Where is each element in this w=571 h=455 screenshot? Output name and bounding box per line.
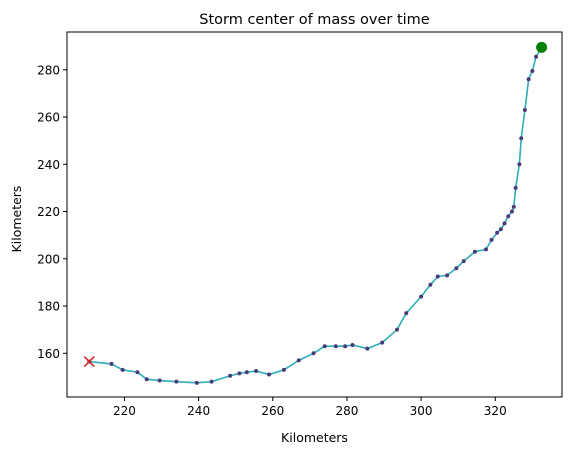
data-point — [472, 249, 477, 254]
data-point — [511, 204, 516, 209]
data-point — [311, 351, 316, 356]
data-point — [254, 369, 259, 374]
x-axis-label: Kilometers — [281, 430, 348, 445]
data-point — [506, 214, 511, 219]
data-point — [174, 379, 179, 384]
data-point — [281, 367, 286, 372]
plot-area — [66, 31, 563, 398]
data-point — [461, 259, 466, 264]
y-tick-label: 260 — [37, 111, 60, 125]
y-tick-label: 180 — [37, 300, 60, 314]
data-point — [513, 185, 518, 190]
y-tick-label: 220 — [37, 205, 60, 219]
data-point — [495, 230, 500, 235]
data-point — [365, 346, 370, 351]
start-marker — [83, 355, 95, 368]
data-point — [419, 294, 424, 299]
data-point — [267, 372, 272, 377]
data-point — [237, 371, 242, 376]
data-point — [244, 370, 249, 375]
data-point — [380, 340, 385, 345]
y-tick-label: 200 — [37, 252, 60, 266]
data-point — [109, 361, 114, 366]
data-point — [296, 358, 301, 363]
series-layer — [83, 41, 548, 385]
y-tick-label: 280 — [37, 63, 60, 77]
data-point — [333, 344, 338, 349]
data-point — [404, 311, 409, 316]
data-point — [509, 209, 514, 214]
end-marker — [536, 41, 548, 53]
data-point — [120, 367, 125, 372]
data-point — [157, 378, 162, 383]
series-line — [89, 46, 543, 384]
data-point — [135, 370, 140, 375]
x-tick-label: 240 — [187, 404, 210, 418]
data-point — [489, 237, 494, 242]
data-point — [343, 344, 348, 349]
data-point — [534, 54, 539, 59]
data-point — [209, 379, 214, 384]
data-point — [522, 107, 527, 112]
data-point — [519, 136, 524, 141]
data-point — [530, 68, 535, 73]
data-point — [322, 344, 327, 349]
data-point — [228, 373, 233, 378]
data-point — [483, 247, 488, 252]
data-point — [517, 162, 522, 167]
data-point — [428, 282, 433, 287]
y-tick-label: 240 — [37, 158, 60, 172]
y-axis: 160 180 200 220 240 260 280 — [37, 63, 67, 361]
y-tick-label: 160 — [37, 347, 60, 361]
data-point — [435, 274, 440, 279]
data-point — [502, 221, 507, 226]
data-point — [454, 266, 459, 271]
data-point — [498, 227, 503, 232]
plot-frame — [66, 31, 563, 398]
data-point — [445, 273, 450, 278]
data-point — [526, 77, 531, 82]
data-point — [350, 343, 355, 348]
x-tick-label: 280 — [335, 404, 358, 418]
data-point — [194, 380, 199, 385]
y-axis-label: Kilometers — [9, 186, 24, 253]
x-tick-label: 220 — [113, 404, 136, 418]
data-point — [144, 377, 149, 382]
x-tick-label: 300 — [410, 404, 433, 418]
chart-title: Storm center of mass over time — [199, 12, 430, 28]
x-axis: 220 240 260 280 300 320 — [113, 397, 507, 418]
x-tick-label: 320 — [484, 404, 507, 418]
data-point — [395, 327, 399, 332]
x-tick-label: 260 — [261, 404, 284, 418]
